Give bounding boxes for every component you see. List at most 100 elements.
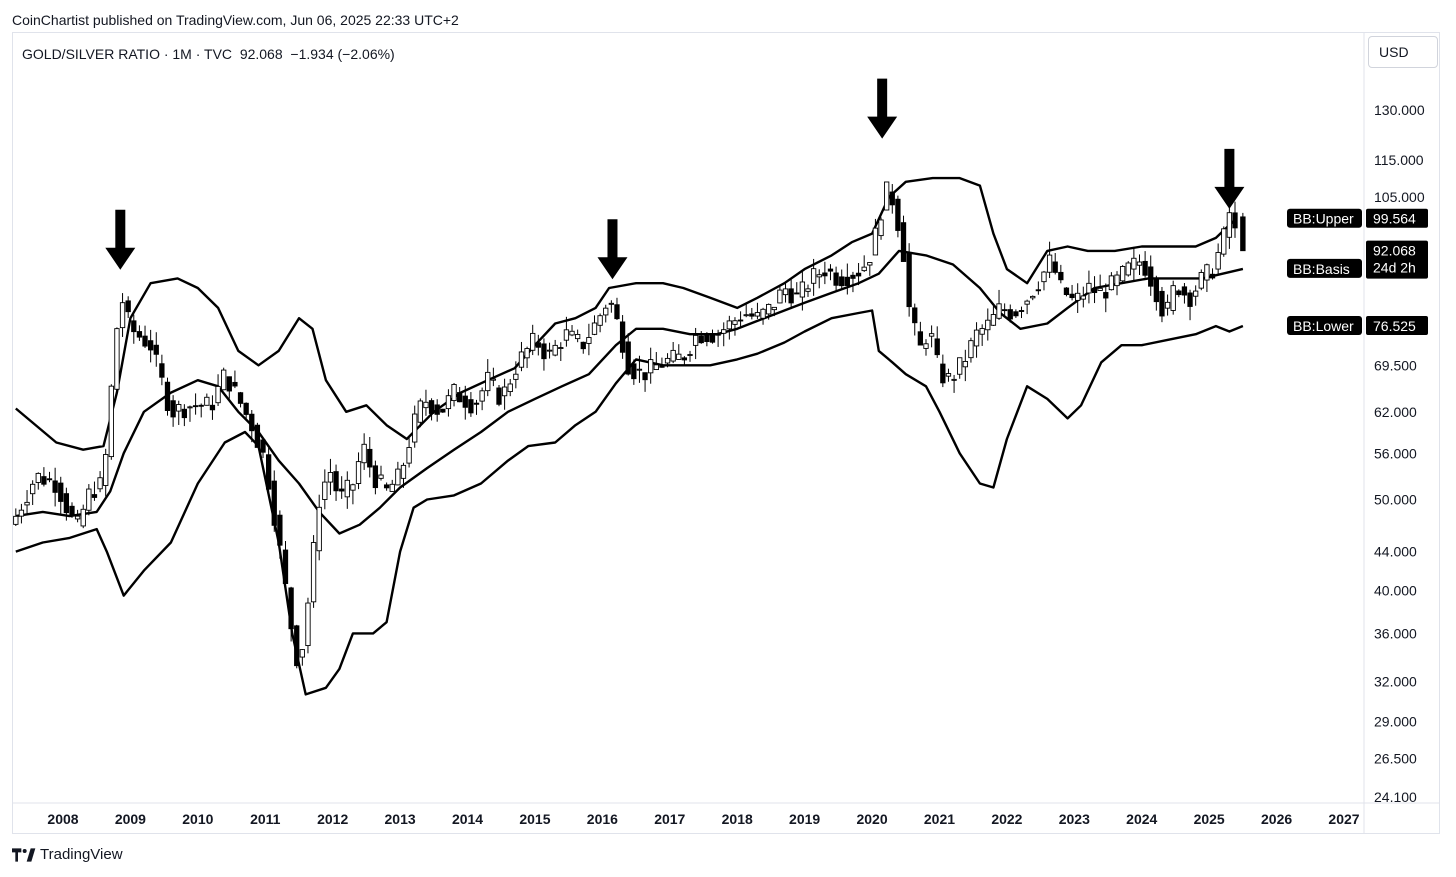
candle-body (80, 508, 86, 527)
candle-body (69, 505, 75, 516)
candle-body (855, 272, 862, 277)
candle-body (282, 549, 289, 584)
candle-body (1091, 287, 1098, 294)
candle-body (237, 392, 244, 404)
candle-body (1215, 252, 1221, 270)
candle-body (490, 378, 497, 381)
candle-body (1226, 212, 1233, 238)
price-tick-label: 50.000 (1374, 492, 1417, 508)
candle-body (316, 506, 322, 552)
candle-body (1097, 287, 1103, 291)
candle-body (1232, 212, 1238, 229)
candle-body (709, 333, 716, 343)
candle-body (501, 386, 508, 397)
candle-body (664, 357, 671, 364)
candle-body (226, 376, 232, 392)
candle-body (344, 479, 350, 498)
chart-frame (12, 32, 1440, 834)
tag-value-bg (1366, 316, 1428, 336)
candle-body (192, 405, 199, 408)
tag-value-bg (1366, 208, 1428, 228)
candle-body (698, 335, 704, 344)
band-line-lower (15, 309, 1244, 696)
candle-body (1063, 287, 1070, 295)
candle-body (457, 392, 463, 403)
candle-body (619, 321, 626, 353)
tag-label: BB:Lower (1293, 318, 1354, 334)
candle-body (406, 447, 412, 464)
candle-body (1181, 286, 1188, 296)
candle-body (928, 333, 935, 337)
tag-upper: BB:Upper 99.564 (1287, 208, 1428, 228)
candle-body (906, 252, 912, 308)
candle-body (1041, 271, 1047, 283)
candle-body (1119, 266, 1126, 282)
candle-body (996, 303, 1002, 319)
candle-body (389, 483, 395, 492)
candle-body (648, 359, 654, 374)
candle-body (574, 334, 581, 340)
candlesticks (13, 181, 1246, 669)
candle-body (563, 329, 570, 341)
candle-body (103, 454, 109, 486)
price-tick-label: 56.000 (1374, 445, 1417, 461)
price-tick-label: 69.500 (1374, 357, 1417, 373)
candle-body (1125, 262, 1131, 276)
candle-body (1024, 300, 1030, 305)
time-axis: 2008 2009 2010 2011 2012 2013 2014 2015 2016 2017… (47, 811, 1359, 827)
candle-body (159, 363, 165, 378)
candle-body (423, 401, 429, 409)
tag-label-bg (1287, 316, 1362, 336)
down-arrow-icon (1214, 148, 1245, 209)
currency-selector[interactable]: USD (1368, 36, 1438, 68)
candle-body (170, 400, 176, 418)
candle-body (850, 274, 856, 279)
candle-body (181, 408, 188, 419)
symbol-legend[interactable]: GOLD/SILVER RATIO · 1M · TVC 92.068 −1.9… (22, 46, 395, 62)
price-tick-label: 40.000 (1374, 582, 1417, 598)
candle-body (355, 461, 362, 484)
candle-body (52, 480, 58, 493)
candle-body (327, 472, 334, 483)
year-label: 2024 (1126, 811, 1157, 827)
candle-body (552, 344, 558, 356)
candle-body (917, 331, 924, 346)
candle-body (215, 386, 221, 404)
candle-body (147, 340, 154, 351)
year-label: 2015 (519, 811, 550, 827)
tradingview-footer[interactable]: TradingView (12, 846, 123, 863)
candle-body (119, 302, 126, 329)
publisher-attribution: CoinChartist published on TradingView.co… (12, 12, 459, 28)
candle-body (895, 198, 901, 231)
candle-body (97, 477, 103, 490)
candle-body (743, 314, 749, 317)
candle-body (833, 272, 839, 286)
candle-body (687, 354, 693, 356)
candle-body (513, 373, 519, 380)
price-tick-label: 26.500 (1374, 750, 1417, 766)
year-label: 2011 (250, 811, 281, 827)
year-label: 2018 (722, 811, 753, 827)
candle-body (473, 402, 480, 405)
candle-body (1204, 264, 1210, 281)
candle-body (361, 443, 367, 464)
candle-body (125, 300, 131, 313)
band-line-basis (15, 249, 1244, 535)
candle-body (737, 319, 744, 322)
candle-body (614, 304, 620, 320)
year-label: 2010 (182, 811, 213, 827)
candle-body (1069, 293, 1075, 299)
candle-body (541, 343, 547, 360)
year-label: 2008 (47, 811, 78, 827)
candle-body (625, 341, 631, 375)
candle-body (243, 402, 249, 415)
year-label: 2013 (385, 811, 416, 827)
candle-body (462, 395, 468, 408)
tag-label: BB:Basis (1293, 261, 1350, 277)
candle-body (973, 329, 980, 347)
peak-arrows (105, 78, 1245, 280)
candle-body (1153, 278, 1159, 303)
candle-body (1052, 261, 1058, 273)
candle-body (782, 288, 789, 296)
